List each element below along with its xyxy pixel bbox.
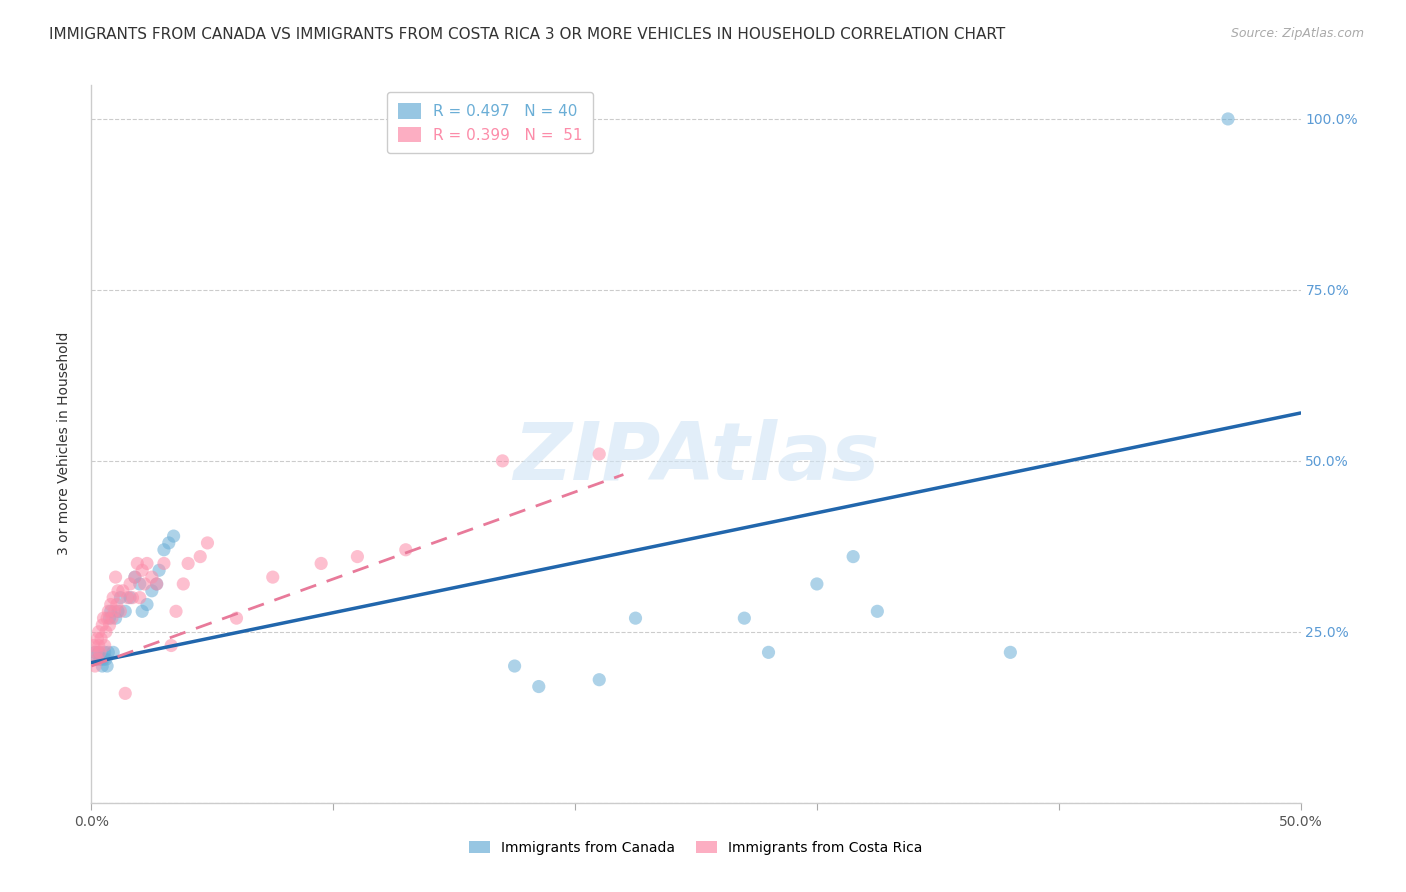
Point bbox=[1000, 645, 1022, 659]
Text: Source: ZipAtlas.com: Source: ZipAtlas.com bbox=[1230, 27, 1364, 40]
Point bbox=[97, 645, 120, 659]
Point bbox=[91, 659, 114, 673]
Point bbox=[225, 611, 247, 625]
Point bbox=[121, 591, 143, 605]
Point bbox=[806, 577, 828, 591]
Point bbox=[153, 542, 176, 557]
Text: ZIPAtlas: ZIPAtlas bbox=[513, 419, 879, 497]
Point bbox=[110, 591, 132, 605]
Point bbox=[141, 570, 163, 584]
Point bbox=[120, 591, 142, 605]
Point bbox=[100, 598, 122, 612]
Point bbox=[97, 604, 120, 618]
Point bbox=[100, 604, 122, 618]
Point bbox=[90, 652, 112, 666]
Legend: Immigrants from Canada, Immigrants from Costa Rica: Immigrants from Canada, Immigrants from … bbox=[464, 836, 928, 861]
Point bbox=[104, 611, 127, 625]
Point bbox=[84, 645, 107, 659]
Point bbox=[111, 583, 134, 598]
Point bbox=[86, 652, 108, 666]
Point bbox=[172, 577, 194, 591]
Point bbox=[86, 652, 108, 666]
Point bbox=[128, 577, 150, 591]
Point bbox=[165, 604, 187, 618]
Point bbox=[491, 454, 513, 468]
Point bbox=[98, 611, 121, 625]
Point bbox=[96, 611, 118, 625]
Point bbox=[588, 447, 610, 461]
Point bbox=[93, 611, 115, 625]
Point bbox=[141, 583, 163, 598]
Text: IMMIGRANTS FROM CANADA VS IMMIGRANTS FROM COSTA RICA 3 OR MORE VEHICLES IN HOUSE: IMMIGRANTS FROM CANADA VS IMMIGRANTS FRO… bbox=[49, 27, 1005, 42]
Point bbox=[136, 598, 159, 612]
Point bbox=[346, 549, 368, 564]
Point bbox=[188, 549, 211, 564]
Point bbox=[157, 536, 180, 550]
Point bbox=[527, 680, 550, 694]
Point bbox=[84, 645, 107, 659]
Point bbox=[101, 611, 124, 625]
Point bbox=[842, 549, 865, 564]
Point bbox=[124, 570, 146, 584]
Point bbox=[87, 639, 110, 653]
Point bbox=[96, 659, 118, 673]
Point bbox=[93, 652, 115, 666]
Point bbox=[83, 639, 105, 653]
Point bbox=[107, 604, 129, 618]
Point bbox=[101, 591, 124, 605]
Point bbox=[93, 645, 115, 659]
Point bbox=[117, 591, 139, 605]
Point bbox=[624, 611, 647, 625]
Point bbox=[128, 591, 150, 605]
Point bbox=[89, 652, 111, 666]
Point bbox=[262, 570, 284, 584]
Point bbox=[103, 604, 125, 618]
Point bbox=[86, 632, 108, 646]
Point bbox=[177, 557, 200, 571]
Point bbox=[733, 611, 755, 625]
Point bbox=[114, 686, 136, 700]
Point bbox=[107, 583, 129, 598]
Point bbox=[148, 563, 170, 577]
Point bbox=[588, 673, 610, 687]
Point bbox=[90, 632, 112, 646]
Point bbox=[758, 645, 780, 659]
Point bbox=[104, 570, 127, 584]
Point bbox=[131, 563, 153, 577]
Point bbox=[145, 577, 167, 591]
Point bbox=[87, 624, 110, 639]
Point bbox=[162, 529, 184, 543]
Point bbox=[145, 577, 167, 591]
Point bbox=[136, 557, 159, 571]
Point bbox=[93, 639, 115, 653]
Point bbox=[87, 645, 110, 659]
Point bbox=[127, 557, 149, 571]
Point bbox=[395, 542, 418, 557]
Point bbox=[101, 645, 124, 659]
Point bbox=[110, 604, 132, 618]
Point bbox=[131, 604, 153, 618]
Point bbox=[124, 570, 146, 584]
Point bbox=[309, 557, 332, 571]
Point bbox=[197, 536, 219, 550]
Point bbox=[134, 577, 156, 591]
Point bbox=[120, 577, 142, 591]
Point bbox=[866, 604, 889, 618]
Point bbox=[153, 557, 176, 571]
Point bbox=[94, 652, 117, 666]
Point bbox=[89, 645, 111, 659]
Point bbox=[94, 624, 117, 639]
Point bbox=[98, 618, 121, 632]
Y-axis label: 3 or more Vehicles in Household: 3 or more Vehicles in Household bbox=[56, 332, 70, 556]
Point bbox=[1216, 112, 1239, 126]
Point bbox=[160, 639, 183, 653]
Point bbox=[91, 618, 114, 632]
Point bbox=[114, 604, 136, 618]
Point bbox=[503, 659, 526, 673]
Point bbox=[105, 598, 128, 612]
Point bbox=[84, 659, 107, 673]
